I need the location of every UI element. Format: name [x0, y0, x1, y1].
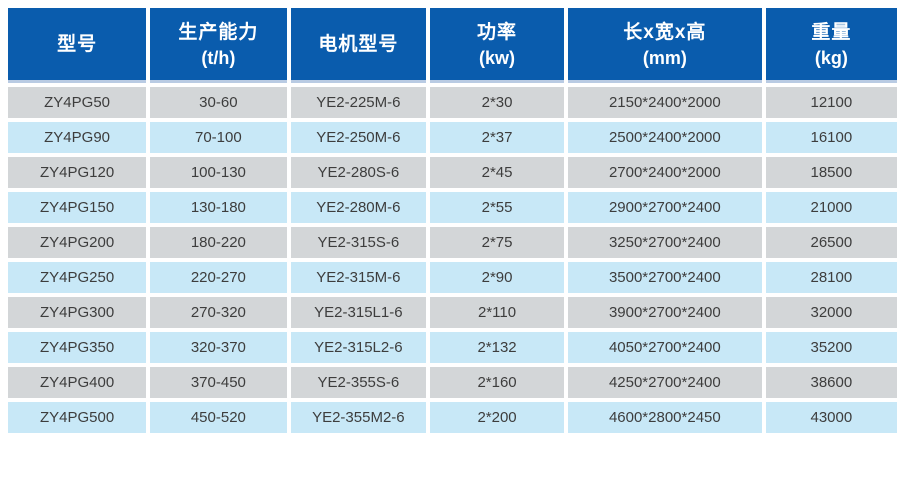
- cell-model: ZY4PG120: [8, 157, 147, 188]
- column-title: 生产能力: [178, 22, 259, 43]
- cell-dimensions: 3500*2700*2400: [567, 262, 762, 293]
- cell-motor-model: YE2-315M-6: [290, 262, 427, 293]
- column-unit: (kw): [479, 48, 516, 68]
- cell-motor-model: YE2-315L2-6: [290, 332, 427, 363]
- cell-capacity: 450-520: [150, 402, 287, 433]
- cell-motor-model: YE2-280S-6: [290, 157, 427, 188]
- table-row: ZY4PG500 450-520 YE2-355M2-6 2*200 4600*…: [8, 402, 897, 433]
- cell-dimensions: 2900*2700*2400: [567, 192, 762, 223]
- cell-dimensions: 3250*2700*2400: [567, 227, 762, 258]
- cell-weight: 21000: [765, 192, 897, 223]
- table-row: ZY4PG90 70-100 YE2-250M-6 2*37 2500*2400…: [8, 122, 897, 153]
- cell-motor-model: YE2-225M-6: [290, 87, 427, 118]
- column-title: 长x宽x高: [623, 22, 707, 43]
- table-row: ZY4PG300 270-320 YE2-315L1-6 2*110 3900*…: [8, 297, 897, 328]
- cell-motor-model: YE2-280M-6: [290, 192, 427, 223]
- cell-model: ZY4PG300: [8, 297, 147, 328]
- cell-dimensions: 3900*2700*2400: [567, 297, 762, 328]
- table-row: ZY4PG150 130-180 YE2-280M-6 2*55 2900*27…: [8, 192, 897, 223]
- cell-weight: 35200: [765, 332, 897, 363]
- cell-power: 2*55: [430, 192, 564, 223]
- product-spec-table: 型号 生产能力 (t/h) 电机型号 功率 (kw) 长x宽x高 (mm: [4, 4, 901, 437]
- cell-weight: 16100: [765, 122, 897, 153]
- table-row: ZY4PG400 370-450 YE2-355S-6 2*160 4250*2…: [8, 367, 897, 398]
- cell-dimensions: 4250*2700*2400: [567, 367, 762, 398]
- cell-dimensions: 4600*2800*2450: [567, 402, 762, 433]
- cell-weight: 28100: [765, 262, 897, 293]
- cell-capacity: 370-450: [150, 367, 287, 398]
- cell-dimensions: 4050*2700*2400: [567, 332, 762, 363]
- cell-motor-model: YE2-315L1-6: [290, 297, 427, 328]
- column-header-model: 型号: [8, 8, 147, 83]
- column-header-power: 功率 (kw): [430, 8, 564, 83]
- cell-motor-model: YE2-355M2-6: [290, 402, 427, 433]
- cell-motor-model: YE2-355S-6: [290, 367, 427, 398]
- cell-dimensions: 2700*2400*2000: [567, 157, 762, 188]
- cell-model: ZY4PG90: [8, 122, 147, 153]
- cell-capacity: 270-320: [150, 297, 287, 328]
- column-title: 功率: [477, 22, 518, 43]
- cell-capacity: 100-130: [150, 157, 287, 188]
- table-body: ZY4PG50 30-60 YE2-225M-6 2*30 2150*2400*…: [8, 87, 897, 433]
- column-header-dimensions: 长x宽x高 (mm): [567, 8, 762, 83]
- table-row: ZY4PG350 320-370 YE2-315L2-6 2*132 4050*…: [8, 332, 897, 363]
- cell-motor-model: YE2-315S-6: [290, 227, 427, 258]
- cell-capacity: 30-60: [150, 87, 287, 118]
- cell-weight: 38600: [765, 367, 897, 398]
- cell-weight: 12100: [765, 87, 897, 118]
- cell-dimensions: 2150*2400*2000: [567, 87, 762, 118]
- cell-power: 2*75: [430, 227, 564, 258]
- column-title: 型号: [57, 34, 98, 55]
- cell-capacity: 220-270: [150, 262, 287, 293]
- cell-capacity: 320-370: [150, 332, 287, 363]
- cell-power: 2*160: [430, 367, 564, 398]
- header-row: 型号 生产能力 (t/h) 电机型号 功率 (kw) 长x宽x高 (mm: [8, 8, 897, 83]
- column-header-motor-model: 电机型号: [290, 8, 427, 83]
- cell-weight: 32000: [765, 297, 897, 328]
- cell-power: 2*45: [430, 157, 564, 188]
- column-title: 电机型号: [318, 34, 399, 55]
- column-unit: (kg): [814, 48, 848, 68]
- cell-model: ZY4PG200: [8, 227, 147, 258]
- cell-power: 2*90: [430, 262, 564, 293]
- cell-model: ZY4PG150: [8, 192, 147, 223]
- table-row: ZY4PG120 100-130 YE2-280S-6 2*45 2700*24…: [8, 157, 897, 188]
- cell-model: ZY4PG50: [8, 87, 147, 118]
- cell-power: 2*37: [430, 122, 564, 153]
- cell-capacity: 70-100: [150, 122, 287, 153]
- column-unit: (mm): [642, 48, 687, 68]
- cell-weight: 26500: [765, 227, 897, 258]
- cell-capacity: 130-180: [150, 192, 287, 223]
- cell-motor-model: YE2-250M-6: [290, 122, 427, 153]
- cell-model: ZY4PG350: [8, 332, 147, 363]
- cell-weight: 43000: [765, 402, 897, 433]
- column-header-weight: 重量 (kg): [765, 8, 897, 83]
- cell-capacity: 180-220: [150, 227, 287, 258]
- table-row: ZY4PG250 220-270 YE2-315M-6 2*90 3500*27…: [8, 262, 897, 293]
- cell-power: 2*30: [430, 87, 564, 118]
- cell-power: 2*110: [430, 297, 564, 328]
- cell-model: ZY4PG500: [8, 402, 147, 433]
- column-header-capacity: 生产能力 (t/h): [150, 8, 287, 83]
- cell-model: ZY4PG400: [8, 367, 147, 398]
- cell-dimensions: 2500*2400*2000: [567, 122, 762, 153]
- table-row: ZY4PG200 180-220 YE2-315S-6 2*75 3250*27…: [8, 227, 897, 258]
- cell-weight: 18500: [765, 157, 897, 188]
- cell-power: 2*200: [430, 402, 564, 433]
- cell-model: ZY4PG250: [8, 262, 147, 293]
- cell-power: 2*132: [430, 332, 564, 363]
- table-row: ZY4PG50 30-60 YE2-225M-6 2*30 2150*2400*…: [8, 87, 897, 118]
- column-title: 重量: [811, 22, 852, 43]
- table-header: 型号 生产能力 (t/h) 电机型号 功率 (kw) 长x宽x高 (mm: [8, 8, 897, 83]
- column-unit: (t/h): [201, 48, 236, 68]
